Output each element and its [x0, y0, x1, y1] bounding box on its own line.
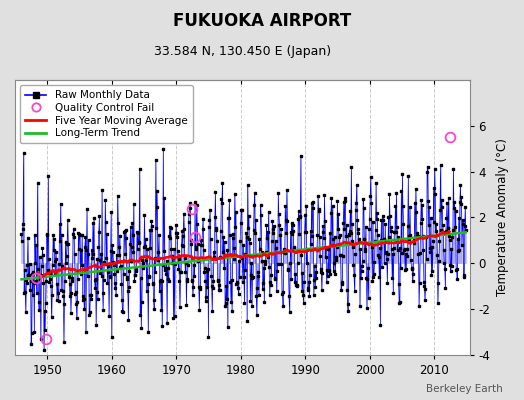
Legend: Raw Monthly Data, Quality Control Fail, Five Year Moving Average, Long-Term Tren: Raw Monthly Data, Quality Control Fail, …	[20, 85, 192, 144]
Y-axis label: Temperature Anomaly (°C): Temperature Anomaly (°C)	[496, 138, 509, 296]
Title: 33.584 N, 130.450 E (Japan): 33.584 N, 130.450 E (Japan)	[154, 45, 331, 58]
Text: FUKUOKA AIRPORT: FUKUOKA AIRPORT	[173, 12, 351, 30]
Text: Berkeley Earth: Berkeley Earth	[427, 384, 503, 394]
